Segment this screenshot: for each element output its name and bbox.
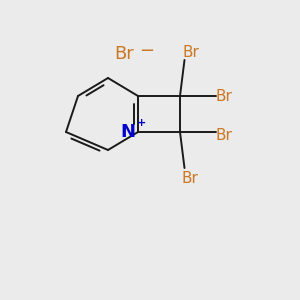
Text: Br: Br (182, 45, 199, 60)
Text: Br: Br (215, 89, 232, 104)
Text: Br: Br (114, 45, 134, 63)
Text: N: N (120, 123, 135, 141)
Text: −: − (140, 42, 154, 60)
Text: Br: Br (182, 171, 198, 186)
Text: +: + (136, 118, 146, 128)
Text: Br: Br (215, 128, 232, 143)
